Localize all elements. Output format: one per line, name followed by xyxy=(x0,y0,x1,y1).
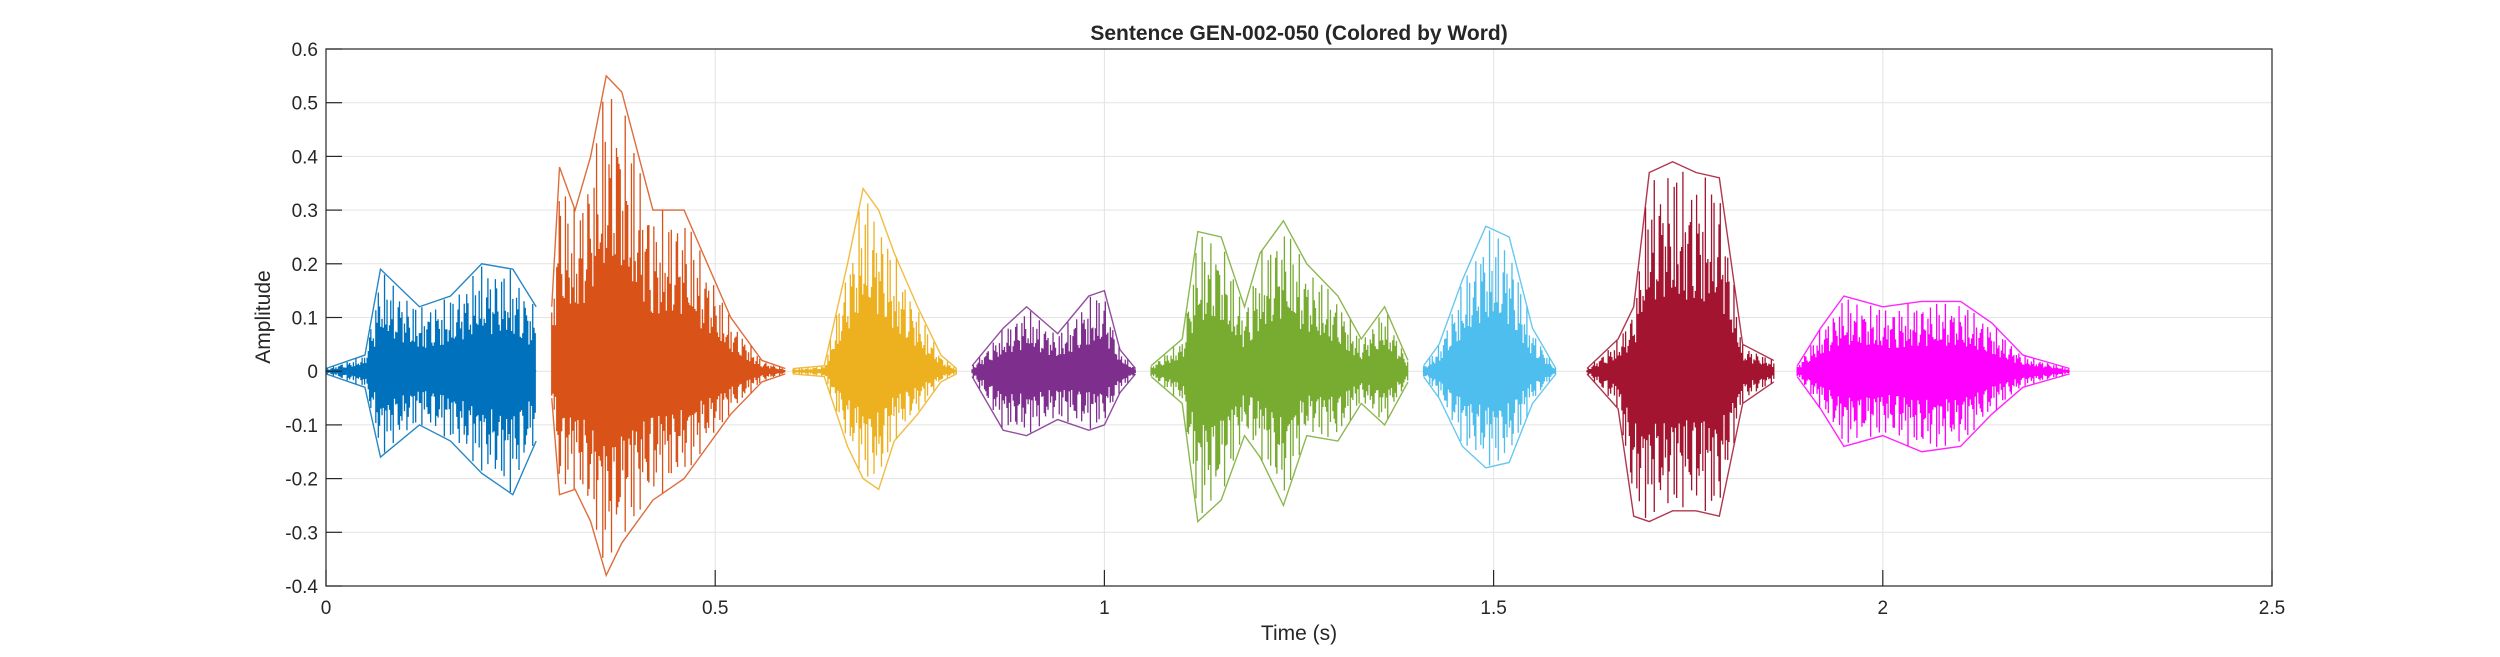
waveform-lower-envelope xyxy=(551,373,786,578)
word-segment-1 xyxy=(325,263,537,496)
waveform-lower-envelope xyxy=(1796,373,2070,453)
plot-area xyxy=(325,74,2070,578)
chart-title: Sentence GEN-002-050 (Colored by Word) xyxy=(1090,22,1507,45)
waveform-body xyxy=(1150,236,1409,514)
x-tick-label: 0.5 xyxy=(702,598,728,619)
word-segment-8 xyxy=(1796,295,2070,453)
y-axis-label: Amplitude xyxy=(252,270,275,363)
y-tick-label: -0.4 xyxy=(285,577,318,598)
word-segment-4 xyxy=(971,289,1137,437)
waveform-upper-envelope xyxy=(1150,219,1409,367)
x-tick-label: 1 xyxy=(1099,598,1110,619)
waveform-lower-envelope xyxy=(1150,376,1409,523)
x-axis-label: Time (s) xyxy=(1261,622,1337,645)
waveform-upper-envelope xyxy=(792,186,957,370)
waveform-lower-envelope xyxy=(1586,373,1775,523)
x-tick-label: 2.5 xyxy=(2259,598,2285,619)
waveform-upper-envelope xyxy=(551,74,786,370)
y-tick-label: 0 xyxy=(307,362,318,383)
waveform-body xyxy=(1422,230,1557,466)
y-tick-label: 0.5 xyxy=(292,94,318,115)
y-tick-label: 0.1 xyxy=(292,309,318,330)
waveform-lower-envelope xyxy=(1422,373,1557,469)
y-tick-label: 0.2 xyxy=(292,255,318,276)
word-segment-6 xyxy=(1422,225,1557,469)
x-tick-label: 1.5 xyxy=(1480,598,1506,619)
waveform-upper-envelope xyxy=(1422,225,1557,369)
word-segment-7 xyxy=(1586,160,1775,523)
y-tick-label: -0.3 xyxy=(285,523,318,544)
word-segment-2 xyxy=(551,74,786,578)
y-tick-label: 0.3 xyxy=(292,201,318,222)
word-segment-3 xyxy=(792,186,957,491)
y-tick-label: 0.6 xyxy=(292,40,318,61)
waveform-upper-envelope xyxy=(971,289,1137,369)
x-tick-label: 2 xyxy=(1878,598,1889,619)
waveform-lower-envelope xyxy=(971,373,1137,437)
waveform-upper-envelope xyxy=(1586,160,1775,370)
x-tick-label: 0 xyxy=(321,598,332,619)
waveform-body xyxy=(325,266,536,492)
waveform-body xyxy=(1586,171,1775,518)
axis-ticks: 0 0.5 1 1.5 2 2.5 -0.4 -0.3 -0.2 -0.1 0 0.1 0.2 0.3 0.… xyxy=(285,40,2285,619)
waveform-upper-envelope xyxy=(325,263,537,370)
waveform-upper-envelope xyxy=(1796,295,2070,370)
y-tick-label: -0.2 xyxy=(285,470,318,491)
word-segment-5 xyxy=(1150,219,1409,523)
waveform-body xyxy=(792,203,957,477)
waveform-lower-envelope xyxy=(792,373,957,491)
y-tick-label: 0.4 xyxy=(292,147,319,168)
y-tick-label: -0.1 xyxy=(285,416,318,437)
waveform-lower-envelope xyxy=(325,373,537,496)
